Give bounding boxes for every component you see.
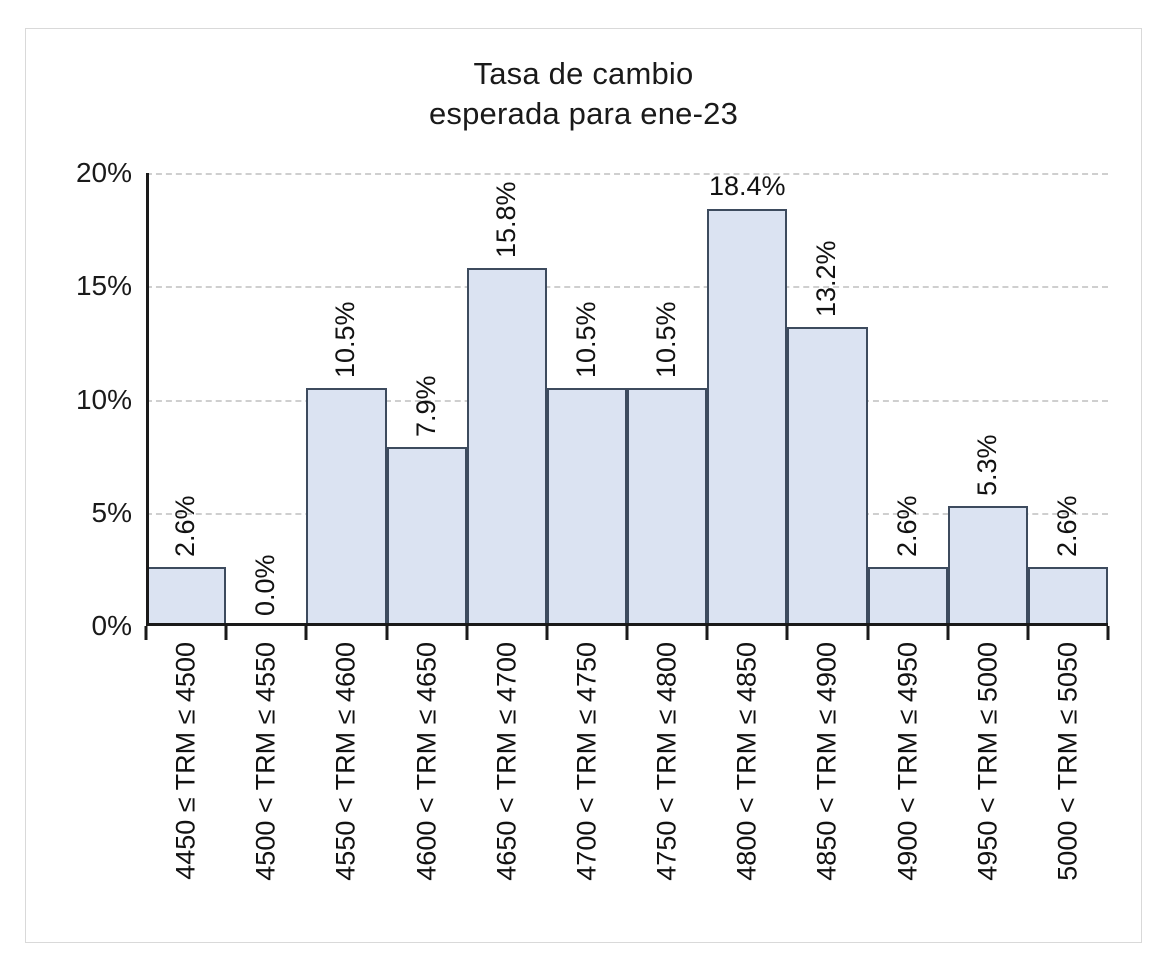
bar[interactable]	[466, 268, 547, 626]
x-axis-category-slot: 4650 < TRM ≤ 4700	[467, 642, 547, 932]
x-axis-category-label: 5000 < TRM ≤ 5050	[1052, 642, 1083, 881]
bar[interactable]	[947, 505, 1028, 626]
bar-data-label: 7.9%	[410, 375, 441, 438]
x-axis-category-slot: 4850 < TRM ≤ 4900	[787, 642, 867, 932]
x-axis-line	[146, 623, 1108, 626]
x-axis-tick	[1106, 626, 1110, 640]
x-axis-category-label: 4500 < TRM ≤ 4550	[250, 642, 281, 881]
bar-slot: 10.5%	[627, 173, 708, 626]
bar[interactable]	[306, 388, 387, 626]
x-axis-category-label: 4600 < TRM ≤ 4650	[411, 642, 442, 881]
x-axis-category-labels: 4450 ≤ TRM ≤ 4500 4500 < TRM ≤ 4550 4550 <…	[146, 642, 1108, 932]
x-axis-category-label: 4800 < TRM ≤ 4850	[731, 642, 762, 881]
plot-area: 0% 5% 10% 15% 20% 2.6% 0.0% 10.5% 7.9% 15.8% 10.5…	[76, 157, 1109, 641]
x-axis-tick	[304, 626, 308, 640]
gridline	[146, 286, 1108, 289]
bar-data-label: 10.5%	[330, 301, 361, 379]
bar[interactable]	[1027, 567, 1109, 626]
x-axis-tick	[1026, 626, 1030, 640]
x-axis-tick	[545, 626, 549, 640]
bar[interactable]	[386, 447, 467, 626]
bar-slot: 0.0%	[226, 173, 306, 626]
x-axis-tick	[625, 626, 629, 640]
x-axis-category-slot: 4500 < TRM ≤ 4550	[226, 642, 306, 932]
bar-slot: 15.8%	[466, 173, 547, 626]
x-axis-category-label: 4750 < TRM ≤ 4800	[651, 642, 682, 881]
bar-slot: 10.5%	[306, 173, 387, 626]
bar[interactable]	[787, 327, 868, 626]
bar-series: 2.6% 0.0% 10.5% 7.9% 15.8% 10.5% 10.5% 18.4% 13.…	[146, 171, 1109, 626]
x-axis-category-label: 4700 < TRM ≤ 4750	[571, 642, 602, 881]
bar-data-label: 2.6%	[891, 495, 922, 558]
x-axis-tick	[465, 626, 469, 640]
bar-data-label: 13.2%	[811, 240, 842, 318]
bar-slot: 2.6%	[1027, 173, 1109, 626]
x-axis-tick	[224, 626, 228, 640]
bar-slot: 13.2%	[787, 173, 868, 626]
y-axis-tick-label: 10%	[75, 383, 132, 415]
bar-slot: 5.3%	[947, 173, 1028, 626]
x-axis-category-label: 4900 < TRM ≤ 4950	[892, 642, 923, 881]
y-axis-tick-label: 15%	[75, 270, 132, 302]
bar-slot: 7.9%	[386, 173, 467, 626]
y-axis-line	[146, 173, 149, 626]
x-axis-category-label: 4950 < TRM ≤ 5000	[972, 642, 1003, 881]
bar-data-label: 0.0%	[250, 554, 281, 616]
x-axis-category-slot: 5000 < TRM ≤ 5050	[1028, 642, 1108, 932]
bar[interactable]	[146, 567, 227, 626]
y-axis-tick-label: 5%	[91, 496, 132, 528]
bar[interactable]	[627, 388, 708, 626]
chart-frame: Tasa de cambio esperada para ene-23 0% 5%…	[25, 28, 1142, 943]
x-axis-tick	[144, 626, 148, 640]
x-axis-category-slot: 4600 < TRM ≤ 4650	[387, 642, 467, 932]
x-axis-tick	[946, 626, 950, 640]
x-axis-tick	[705, 626, 709, 640]
x-axis-category-slot: 4450 ≤ TRM ≤ 4500	[146, 642, 226, 932]
x-axis-category-label: 4550 < TRM ≤ 4600	[330, 642, 361, 881]
bar-data-label: 10.5%	[570, 301, 601, 379]
bar-slot: 2.6%	[867, 173, 948, 626]
chart-title: Tasa de cambio esperada para ene-23	[26, 54, 1141, 133]
chart-title-line-1: Tasa de cambio	[473, 56, 694, 91]
x-axis-tick	[785, 626, 789, 640]
bar-data-label: 18.4%	[709, 171, 786, 202]
bar-data-label: 5.3%	[971, 434, 1002, 496]
x-axis-category-slot: 4800 < TRM ≤ 4850	[707, 642, 787, 932]
bar-data-label: 2.6%	[1051, 495, 1082, 558]
x-axis-tick	[866, 626, 869, 640]
x-axis-category-slot: 4700 < TRM ≤ 4750	[547, 642, 627, 932]
bar-slot: 2.6%	[146, 173, 227, 626]
x-axis-ticks	[144, 626, 1110, 640]
x-axis-category-label: 4450 ≤ TRM ≤ 4500	[170, 642, 201, 880]
x-axis-category-label: 4650 < TRM ≤ 4700	[491, 642, 522, 881]
y-axis-tick-label: 20%	[75, 157, 132, 188]
y-axis-tick-label: 0%	[91, 610, 132, 641]
bar-data-label: 15.8%	[490, 181, 521, 259]
bar-data-label: 2.6%	[170, 495, 201, 558]
x-axis-category-slot: 4550 < TRM ≤ 4600	[306, 642, 386, 932]
gridline	[146, 173, 1108, 175]
bar-data-label: 10.5%	[651, 301, 682, 379]
x-axis-category-slot: 4950 < TRM ≤ 5000	[948, 642, 1028, 932]
bar[interactable]	[546, 388, 628, 626]
bar[interactable]	[707, 209, 788, 626]
bar[interactable]	[867, 567, 948, 626]
chart-title-line-2: esperada para ene-23	[428, 95, 739, 131]
x-axis-category-slot: 4750 < TRM ≤ 4800	[627, 642, 707, 932]
bar-slot: 10.5%	[546, 173, 628, 626]
x-axis-category-slot: 4900 < TRM ≤ 4950	[868, 642, 948, 932]
x-axis-tick	[385, 626, 388, 640]
bar-slot: 18.4%	[707, 171, 788, 626]
x-axis-category-label: 4850 < TRM ≤ 4900	[811, 642, 842, 881]
